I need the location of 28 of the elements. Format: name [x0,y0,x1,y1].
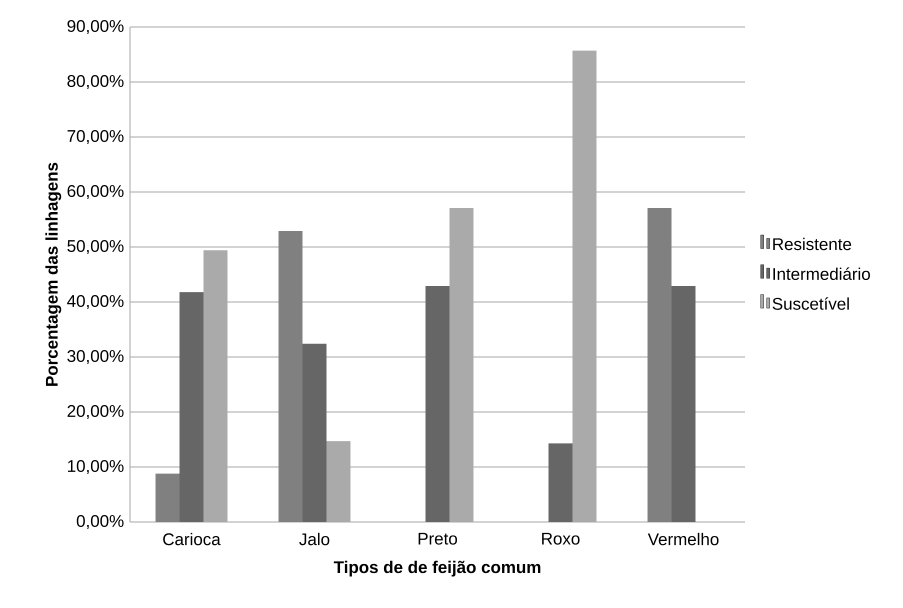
y-tick-label: 60,00% [68,185,124,200]
legend-label: Suscetível [772,297,849,310]
y-tick-label: 70,00% [68,130,124,144]
legend-label: Intermediário [773,267,870,280]
y-tick-label: 0,00% [76,515,124,529]
x-tick-label: Roxo [542,532,580,545]
x-tick-label: Preto [418,532,458,545]
bar [548,443,572,522]
x-tick-label: Carioca [163,532,221,546]
x-tick-label: Vermelho [648,532,719,546]
bar [426,286,450,522]
bar [180,292,204,522]
y-tick-label: 40,00% [67,295,124,310]
y-tick-label: 80,00% [67,75,124,90]
y-axis-title: Porcentagem das linhagens [45,162,62,386]
y-tick-label: 90,00% [68,20,124,34]
x-tick-label: Jalo [299,532,330,546]
bar [648,208,672,522]
bar [156,474,180,522]
y-tick-label: 30,00% [67,350,124,364]
legend-label: Resistente [773,238,852,250]
bar [278,231,303,522]
x-axis-title: Tipos de de feijão comum [334,560,540,577]
y-tick-label: 20,00% [68,405,124,420]
bar [302,344,326,522]
y-tick-label: 10,00% [68,460,124,474]
bar [672,286,696,522]
y-tick-label: 50,00% [67,240,124,254]
